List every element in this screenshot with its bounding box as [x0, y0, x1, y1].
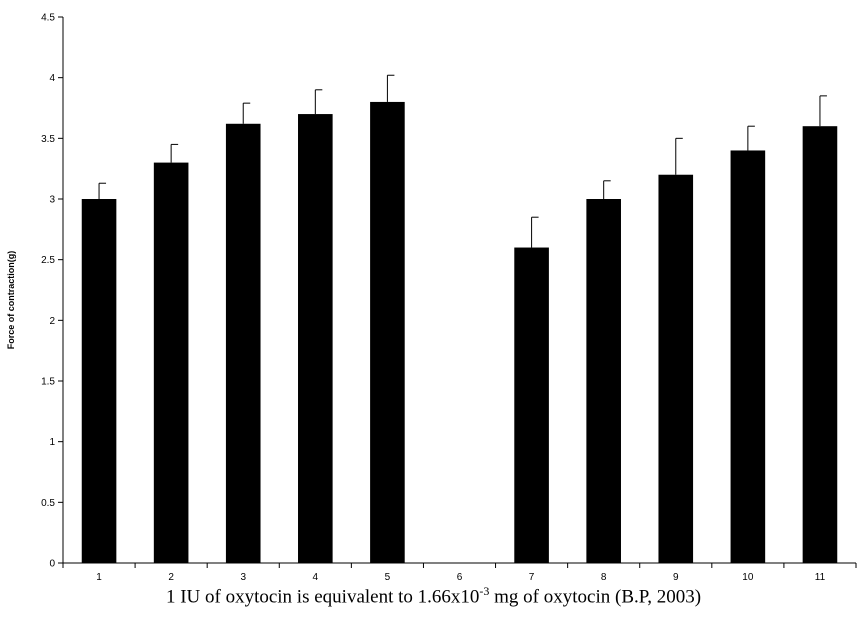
bar — [802, 126, 838, 563]
caption-text: 1 IU of oxytocin is equivalent to 1.66x1… — [165, 586, 480, 608]
y-axis-title: Force of contraction(g) — [6, 251, 16, 350]
x-tick-label: 6 — [457, 572, 463, 580]
y-tick-label: 3.5 — [41, 134, 55, 145]
x-tick-label: 10 — [742, 572, 754, 580]
bar — [81, 199, 117, 563]
bar — [658, 174, 694, 563]
x-tick-label: 3 — [240, 572, 246, 580]
figure-caption: 1 IU of oxytocin is equivalent to 1.66x1… — [0, 584, 867, 608]
x-tick-label: 8 — [601, 572, 607, 580]
error-bars — [98, 74, 827, 248]
x-tick-label: 1 — [96, 572, 102, 580]
x-tick-label: 5 — [385, 572, 391, 580]
x-axis: 1 2 3 4 5 6 7 8 9 10 11 — [62, 562, 857, 580]
bar — [370, 101, 405, 563]
y-tick-label: 0.5 — [41, 498, 55, 509]
y-tick-label: 1 — [49, 437, 55, 448]
x-tick-label: 2 — [168, 572, 174, 580]
bar — [298, 114, 333, 564]
bar — [153, 162, 189, 563]
bar-chart: 0 0.5 1 1.5 2 2.5 3 3.5 4 4.5 1 2 3 4 5 6 7 8 9 10 11 Force… — [6, 13, 857, 580]
x-tick-label: 4 — [313, 572, 319, 580]
y-tick-label: 2 — [49, 316, 55, 327]
x-tick-label: 9 — [673, 572, 679, 580]
y-axis: 0 0.5 1 1.5 2 2.5 3 3.5 4 4.5 — [41, 13, 64, 570]
y-tick-label: 3 — [49, 195, 55, 206]
y-tick-label: 4.5 — [41, 13, 55, 24]
x-tick-label: 11 — [815, 572, 826, 580]
y-tick-label: 0 — [49, 559, 55, 570]
caption-exponent: -3 — [479, 584, 490, 598]
bar — [730, 150, 766, 563]
x-tick-label: 7 — [529, 572, 535, 580]
caption-text-after: mg of oxytocin (B.P, 2003) — [489, 586, 702, 608]
y-tick-label: 1.5 — [41, 377, 55, 388]
y-tick-label: 4 — [49, 73, 55, 84]
bar — [225, 123, 261, 564]
bar — [586, 199, 621, 563]
y-tick-label: 2.5 — [41, 255, 55, 266]
bar — [514, 247, 549, 564]
bars — [81, 101, 838, 564]
